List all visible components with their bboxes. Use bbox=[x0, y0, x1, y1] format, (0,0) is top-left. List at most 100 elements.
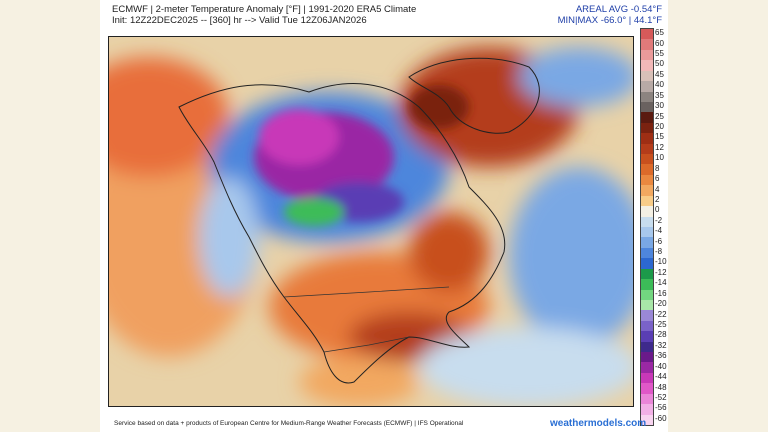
color-scale-segment bbox=[641, 60, 653, 72]
color-scale-segment bbox=[641, 133, 653, 145]
color-scale-tick: 50 bbox=[655, 59, 664, 69]
color-scale-tick: 30 bbox=[655, 101, 664, 111]
color-scale-segment bbox=[641, 39, 653, 51]
anomaly-map bbox=[108, 36, 634, 407]
color-scale-tick: 40 bbox=[655, 80, 664, 90]
caribbean-neutral-region bbox=[419, 327, 633, 406]
color-scale-segment bbox=[641, 310, 653, 322]
areal-average: AREAL AVG -0.54°F bbox=[575, 4, 662, 15]
color-scale-bar bbox=[640, 28, 654, 426]
title-line-1: ECMWF | 2-meter Temperature Anomaly [°F]… bbox=[112, 4, 417, 15]
color-scale-segment bbox=[641, 289, 653, 301]
green-band bbox=[284, 198, 344, 226]
color-scale-segment bbox=[641, 91, 653, 103]
color-scale-segment bbox=[641, 237, 653, 249]
color-scale-tick: -25 bbox=[655, 320, 667, 329]
color-scale-tick: -12 bbox=[655, 267, 667, 277]
color-scale-segment bbox=[641, 164, 653, 176]
title-line-2: Init: 12Z22DEC2025 -- [360] hr --> Valid… bbox=[112, 15, 367, 26]
color-scale-tick: 65 bbox=[655, 28, 664, 38]
color-scale-tick: -36 bbox=[655, 351, 667, 361]
color-scale-tick: 12 bbox=[655, 142, 664, 152]
color-scale-tick: -8 bbox=[655, 247, 663, 257]
color-scale-segment bbox=[641, 29, 653, 40]
color-scale-tick: 55 bbox=[655, 49, 664, 59]
map-svg bbox=[109, 37, 633, 406]
color-scale-segment bbox=[641, 372, 653, 384]
color-scale-tick: -40 bbox=[655, 361, 667, 371]
color-scale-tick: 15 bbox=[655, 132, 664, 142]
color-scale-segment bbox=[641, 101, 653, 113]
color-scale-tick: -14 bbox=[655, 278, 667, 288]
arctic-cool-region bbox=[519, 47, 633, 107]
greenland-outline bbox=[408, 57, 540, 134]
color-scale-segment bbox=[641, 393, 653, 405]
color-scale-segment bbox=[641, 362, 653, 374]
baffin-warm-core bbox=[409, 85, 469, 129]
color-scale-tick: 60 bbox=[655, 38, 664, 48]
mexico-warm-region bbox=[299, 357, 419, 406]
color-scale-tick: -44 bbox=[655, 372, 667, 382]
color-scale-segment bbox=[641, 383, 653, 395]
color-scale-tick: -4 bbox=[655, 226, 663, 236]
color-scale-tick: -10 bbox=[655, 257, 667, 267]
color-scale-segment bbox=[641, 331, 653, 343]
color-scale-tick: 6 bbox=[655, 174, 660, 184]
chart-panel: ECMWF | 2-meter Temperature Anomaly [°F]… bbox=[100, 0, 668, 432]
color-scale-tick: 35 bbox=[655, 90, 664, 100]
atlantic-cool-region bbox=[509, 167, 633, 347]
color-scale-segment bbox=[641, 143, 653, 155]
brand-logo: weathermodels.com bbox=[550, 418, 647, 429]
color-scale-segment bbox=[641, 258, 653, 270]
color-scale-segment bbox=[641, 185, 653, 197]
color-scale-tick: 0 bbox=[655, 205, 660, 215]
color-scale-segment bbox=[641, 206, 653, 218]
color-scale-segment bbox=[641, 81, 653, 92]
color-scale-tick: -20 bbox=[655, 299, 667, 309]
color-scale-tick: 4 bbox=[655, 184, 660, 194]
color-scale-tick: -60 bbox=[655, 413, 667, 423]
color-scale-segment bbox=[641, 70, 653, 82]
color-scale-tick: -2 bbox=[655, 215, 663, 225]
color-scale-segment bbox=[641, 247, 653, 259]
color-scale-tick: -56 bbox=[655, 403, 667, 413]
color-scale-tick: 45 bbox=[655, 69, 664, 79]
color-scale-segment bbox=[641, 268, 653, 280]
color-scale-tick: -52 bbox=[655, 392, 667, 402]
min-max: MIN|MAX -66.0° | 44.1°F bbox=[557, 15, 662, 26]
color-scale-segment bbox=[641, 216, 653, 228]
footer-credit: Service based on data + products of Euro… bbox=[114, 420, 464, 427]
color-scale-segment bbox=[641, 227, 653, 238]
color-scale-segment bbox=[641, 195, 653, 207]
us-canada-border bbox=[283, 286, 450, 298]
color-scale-segment bbox=[641, 320, 653, 332]
west-coast-cool-region bbox=[199, 177, 259, 297]
color-scale-segment bbox=[641, 299, 653, 311]
color-scale-tick: -48 bbox=[655, 382, 667, 392]
color-scale-segment bbox=[641, 154, 653, 165]
us-mexico-border bbox=[323, 336, 410, 353]
color-scale-tick: -22 bbox=[655, 309, 667, 319]
color-scale-tick: -16 bbox=[655, 288, 667, 298]
color-scale-segment bbox=[641, 49, 653, 61]
color-scale-tick: 25 bbox=[655, 111, 664, 121]
color-scale-segment bbox=[641, 279, 653, 290]
continent-outline bbox=[178, 83, 506, 384]
color-scale-tick: -32 bbox=[655, 340, 667, 350]
color-scale-tick: 10 bbox=[655, 153, 664, 163]
color-scale-segment bbox=[641, 122, 653, 134]
color-scale-segment bbox=[641, 174, 653, 186]
extreme-cold-center bbox=[259, 109, 339, 165]
color-scale-segment bbox=[641, 352, 653, 363]
color-scale-tick: -6 bbox=[655, 236, 663, 246]
great-lakes-warm-region bbox=[409, 212, 489, 292]
color-scale-tick: 8 bbox=[655, 163, 660, 173]
color-scale-tick: 2 bbox=[655, 194, 660, 204]
color-scale-segment bbox=[641, 341, 653, 353]
color-scale-tick: -28 bbox=[655, 330, 667, 340]
color-scale-segment bbox=[641, 414, 653, 426]
north-pacific-warm-region bbox=[109, 57, 229, 177]
color-scale-segment bbox=[641, 112, 653, 124]
color-scale-segment bbox=[641, 404, 653, 416]
color-scale-tick: 20 bbox=[655, 122, 664, 131]
